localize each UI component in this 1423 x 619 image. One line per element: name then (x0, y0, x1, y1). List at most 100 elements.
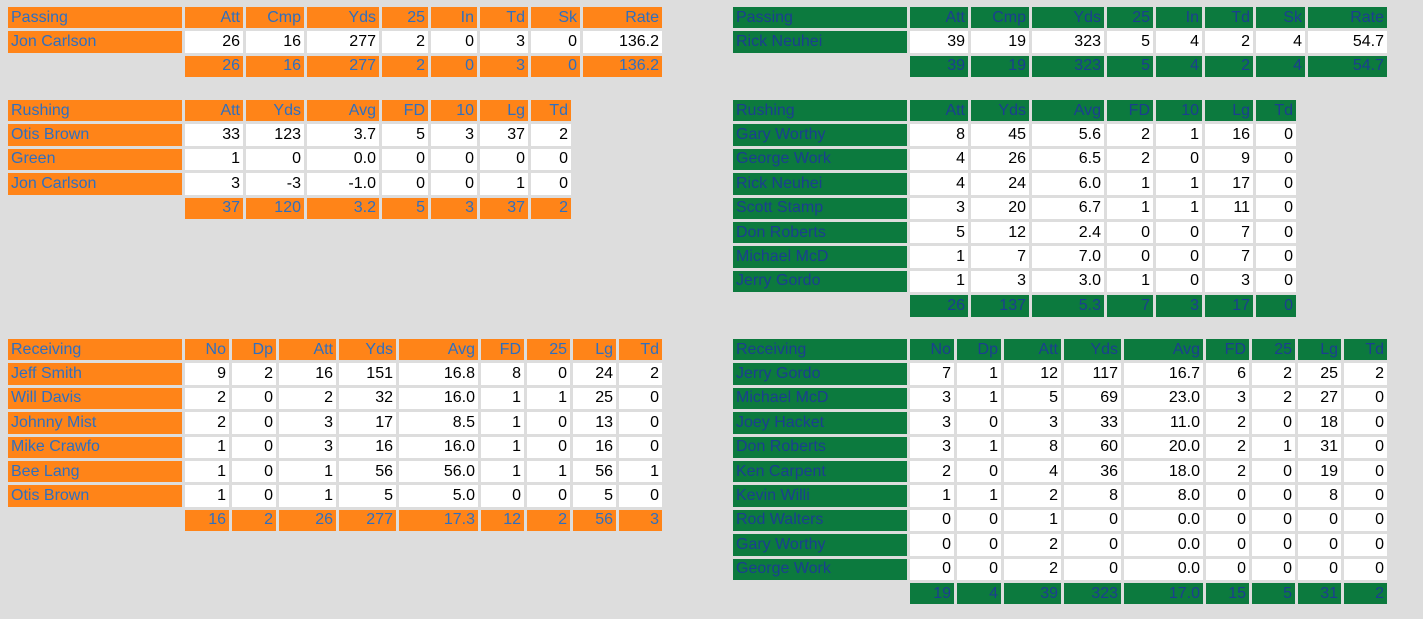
stat-cell: 8 (1064, 485, 1121, 507)
stat-cell: 0 (480, 148, 528, 171)
stat-cell: 0 (1298, 534, 1341, 556)
table-row: Jerry Gordo 1 3 3.0 1 0 3 0 (733, 270, 1296, 293)
stat-cell: 1 (1107, 173, 1153, 195)
stat-cell: 0 (1256, 173, 1296, 195)
stat-cell: 7 (910, 363, 954, 385)
empty-cell (8, 510, 182, 531)
stat-cell: 0 (1252, 509, 1295, 532)
stat-cell: 56 (573, 460, 616, 483)
table-row: Green 1 0 0.0 0 0 0 0 (8, 148, 571, 171)
stat-cell: 0 (1252, 412, 1295, 434)
stat-cell: 19 (971, 31, 1029, 53)
total-cell: 136.2 (583, 55, 662, 78)
stat-cell: 1 (1156, 173, 1202, 195)
stat-cell: 0 (232, 485, 276, 507)
section-title: Rushing (733, 100, 907, 122)
stat-cell: 7 (1205, 246, 1253, 268)
table-row: Kevin Willi 1 1 2 8 8.0 0 0 8 0 (733, 485, 1387, 507)
total-cell: 2 (232, 509, 276, 532)
player-name: Johnny Mist (8, 412, 182, 434)
stat-cell: 1 (910, 485, 954, 507)
table-row: Will Davis 2 0 2 32 16.0 1 1 25 0 (8, 387, 662, 410)
stat-cell: 1 (957, 436, 1001, 458)
stat-cell: 0 (1252, 558, 1295, 580)
stat-cell: 1 (1107, 270, 1153, 293)
stat-cell: 9 (1205, 148, 1253, 171)
player-name: Jerry Gordo (733, 363, 907, 385)
stat-cell: 0.0 (1124, 534, 1203, 556)
stat-cell: 5 (1004, 387, 1061, 410)
column-header: Lg (1205, 100, 1253, 122)
stat-cell: 33 (185, 124, 243, 146)
stat-cell: 2 (531, 124, 571, 146)
column-header: FD (1107, 100, 1153, 122)
total-cell: 3 (431, 197, 477, 219)
player-name: Green (8, 148, 182, 171)
column-header: 25 (1107, 7, 1153, 29)
column-header: FD (1206, 339, 1249, 361)
stat-cell: 26 (971, 148, 1029, 171)
stat-cell: 1 (910, 270, 968, 293)
stat-cell: 0.0 (1124, 558, 1203, 580)
total-cell: 17 (1205, 295, 1253, 317)
stat-cell: 20 (971, 197, 1029, 219)
column-header: Cmp (971, 7, 1029, 29)
column-header: Yds (307, 7, 379, 29)
column-header: Lg (1298, 339, 1341, 361)
total-cell: 2 (382, 55, 428, 78)
stat-cell: 0 (1064, 534, 1121, 556)
table-row: Gary Worthy 8 45 5.6 2 1 16 0 (733, 124, 1296, 146)
stat-cell: 16.0 (399, 387, 478, 410)
empty-cell (8, 56, 182, 77)
stat-cell: 1 (527, 387, 570, 410)
stat-cell: 0 (619, 387, 662, 410)
section-title: Receiving (8, 339, 182, 361)
stat-cell: 2 (279, 387, 336, 410)
stat-cell: 16.7 (1124, 363, 1203, 385)
total-cell: 0 (531, 55, 580, 78)
player-name: Gary Worthy (733, 534, 907, 556)
stat-cell: 3 (279, 436, 336, 458)
empty-cell (733, 56, 907, 77)
totals-row: 19 4 39 323 17.0 15 5 31 2 (733, 582, 1387, 605)
stat-cell: 2 (1206, 436, 1249, 458)
stat-cell: 8.5 (399, 412, 478, 434)
player-name: Scott Stamp (733, 197, 907, 219)
stat-cell: 2 (1107, 148, 1153, 171)
stat-cell: 0 (531, 31, 580, 53)
total-cell: 323 (1064, 582, 1121, 605)
stat-cell: 1 (957, 387, 1001, 410)
stat-cell: 4 (1256, 31, 1305, 53)
table-row: Scott Stamp 3 20 6.7 1 1 11 0 (733, 197, 1296, 219)
column-header: Td (619, 339, 662, 361)
stat-cell: 25 (1298, 363, 1341, 385)
stat-cell: 0 (382, 173, 428, 195)
table-row: George Work 4 26 6.5 2 0 9 0 (733, 148, 1296, 171)
stat-cell: 33 (1064, 412, 1121, 434)
stat-cell: 2.4 (1032, 221, 1104, 244)
stat-cell: 24 (971, 173, 1029, 195)
table-row: Joey Hacket 3 0 3 33 11.0 2 0 18 0 (733, 412, 1387, 434)
totals-row: 26 137 5.3 7 3 17 0 (733, 295, 1296, 317)
total-cell: 2 (527, 509, 570, 532)
player-name: Jerry Gordo (733, 270, 907, 293)
stat-cell: 8 (481, 363, 524, 385)
column-header: Td (1344, 339, 1387, 361)
player-name: Rod Walters (733, 509, 907, 532)
stat-cell: 0 (1298, 558, 1341, 580)
total-cell: 5 (1252, 582, 1295, 605)
stat-cell: 6.7 (1032, 197, 1104, 219)
stat-cell: 7 (1205, 221, 1253, 244)
total-cell: 5.3 (1032, 295, 1104, 317)
stat-cell: 3 (910, 412, 954, 434)
stat-cell: 151 (339, 363, 396, 385)
player-name: Joey Hacket (733, 412, 907, 434)
stat-cell: 0 (1252, 534, 1295, 556)
table-row: Michael McD 1 7 7.0 0 0 7 0 (733, 246, 1296, 268)
stat-cell: 0 (910, 558, 954, 580)
stat-cell: 1 (1156, 124, 1202, 146)
stat-cell: 0 (957, 460, 1001, 483)
stat-cell: 39 (910, 31, 968, 53)
stat-cell: 17 (1205, 173, 1253, 195)
stat-cell: 0 (957, 412, 1001, 434)
